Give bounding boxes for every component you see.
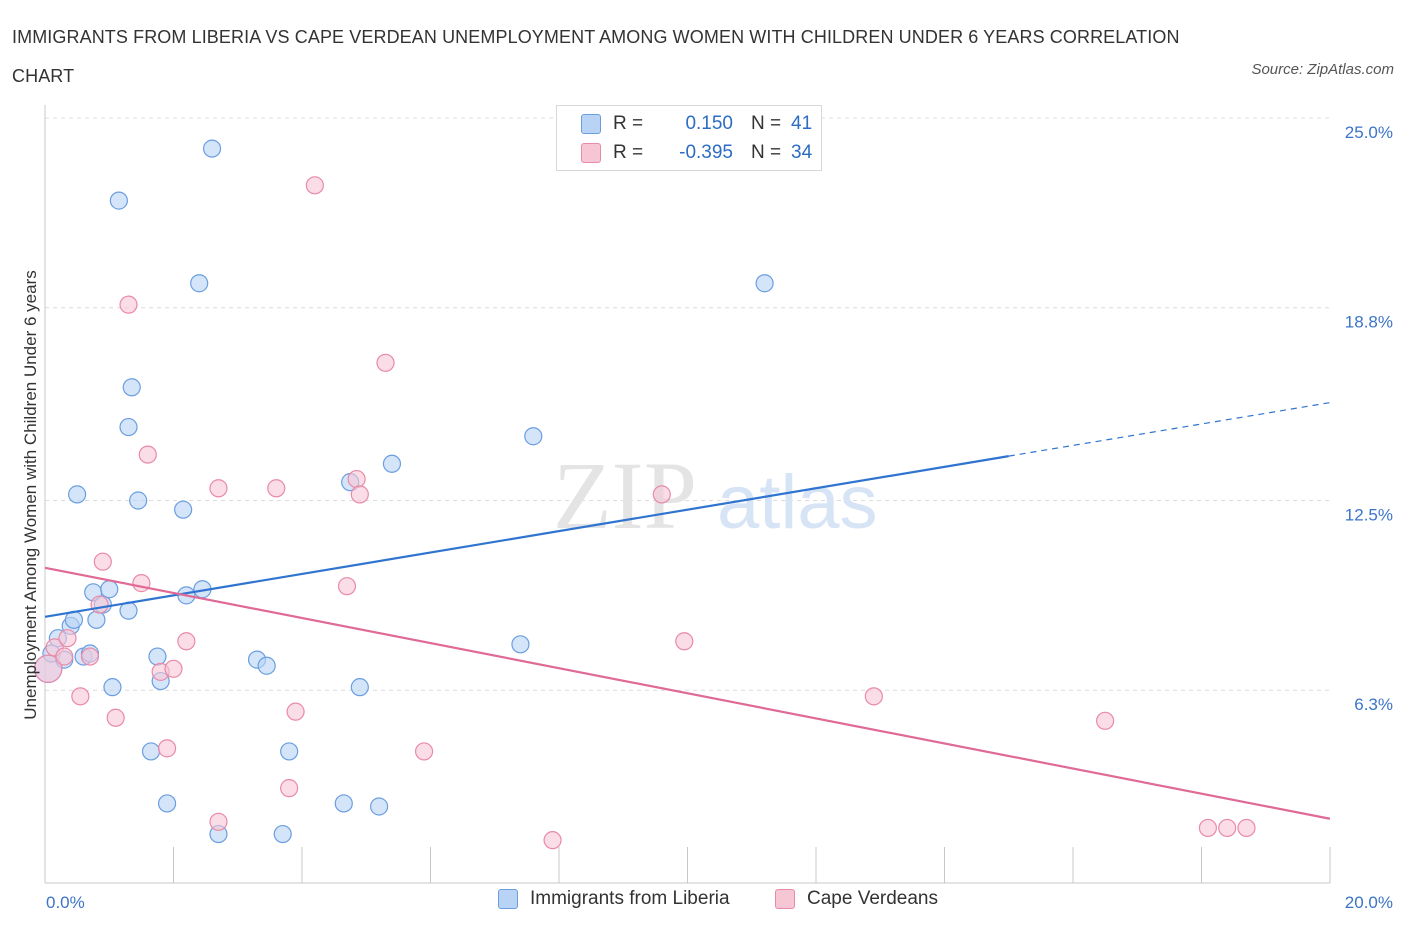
cape-verdean-point — [209, 812, 228, 831]
liberia-point — [524, 427, 543, 446]
legend-row-liberia: R = 0.150 N = 41 — [581, 111, 812, 137]
cape-verdean-point — [337, 577, 357, 596]
cape-verdean-point — [280, 779, 299, 798]
legend-row-cape-verdeans: R = -0.395 N = 34 — [581, 140, 812, 166]
liberia-trend-extension — [1008, 401, 1331, 457]
cape-verdean-point — [138, 445, 157, 464]
cape-verdean-point — [286, 702, 305, 721]
legend-r-label: R = — [613, 113, 644, 134]
series-legend-liberia[interactable]: Immigrants from Liberia — [498, 888, 730, 910]
watermark-atlas: atlas — [717, 460, 878, 545]
series-legend: Immigrants from Liberia Cape Verdeans — [0, 888, 1406, 916]
series-swatch-blue — [498, 889, 518, 909]
legend-n-value: 41 — [791, 113, 813, 134]
cape-verdean-point — [675, 632, 694, 651]
cape-verdean-point — [543, 831, 562, 850]
cape-verdean-point — [305, 176, 324, 195]
legend-n-label: N = — [751, 142, 782, 163]
axes — [44, 105, 1331, 884]
legend-r-value: 0.150 — [685, 113, 733, 134]
liberia-point — [334, 794, 353, 813]
cape-verdean-point — [106, 708, 125, 727]
liberia-point — [511, 635, 530, 654]
liberia-point — [370, 797, 389, 816]
cape-verdean-point — [1096, 711, 1115, 730]
y-tick-label: 18.8% — [1345, 313, 1393, 332]
cape-verdean-point — [347, 469, 366, 489]
legend-r-label: R = — [613, 142, 644, 163]
liberia-point — [202, 139, 222, 158]
series-label-liberia: Immigrants from Liberia — [530, 888, 730, 909]
liberia-point — [119, 417, 138, 437]
watermark: ZIP atlas — [553, 442, 878, 549]
cape-verdean-point — [414, 742, 434, 761]
cape-verdean-trend-line — [44, 566, 1331, 820]
liberia-point — [280, 742, 299, 761]
y-tick-label: 25.0% — [1345, 123, 1393, 142]
series-label-cape-verdeans: Cape Verdeans — [807, 888, 938, 909]
watermark-zip: ZIP — [553, 442, 697, 549]
liberia-point — [382, 454, 402, 473]
x-tick-label: 20.0% — [1345, 893, 1393, 912]
cape-verdean-point — [55, 647, 74, 666]
chart-title: IMMIGRANTS FROM LIBERIA VS CAPE VERDEAN … — [12, 27, 1180, 86]
liberia-point — [103, 678, 122, 697]
cape-verdean-point — [90, 595, 109, 614]
legend-r-value: -0.395 — [679, 142, 733, 163]
y-axis-label: Unemployment Among Women with Children U… — [21, 270, 40, 719]
liberia-point — [350, 678, 369, 697]
liberia-point — [174, 500, 193, 519]
cape-verdean-point — [1237, 818, 1256, 838]
source-label: Source: ZipAtlas.com — [1251, 61, 1394, 78]
liberia-point — [273, 824, 292, 844]
liberia-trend-line — [44, 455, 1009, 618]
cape-verdean-point — [80, 647, 100, 666]
legend-swatch-pink — [581, 143, 601, 163]
cape-verdean-point — [93, 552, 112, 571]
liberia-point — [157, 794, 177, 813]
legend-n-label: N = — [751, 113, 782, 134]
cape-verdean-point — [1198, 818, 1218, 838]
liberia-point — [755, 274, 774, 293]
cape-verdean-point — [864, 687, 883, 706]
cape-verdean-point — [350, 485, 369, 504]
x-tick-label: 0.0% — [46, 893, 85, 912]
trend-lines — [44, 401, 1331, 820]
y-tick-label: 6.3% — [1354, 695, 1393, 714]
legend-n-value: 34 — [791, 142, 813, 163]
liberia-point — [109, 191, 128, 210]
y-tick-label: 12.5% — [1345, 506, 1393, 525]
liberia-point — [148, 647, 167, 666]
tick-labels: 6.3% 12.5% 18.8% 25.0% 0.0% 20.0% — [46, 123, 1393, 912]
liberia-point — [122, 378, 141, 397]
cape-verdean-point — [209, 479, 228, 498]
cape-verdean-point — [71, 687, 90, 706]
series-swatch-pink — [775, 889, 795, 909]
cape-verdean-point — [177, 632, 196, 651]
data-points — [34, 139, 1256, 850]
liberia-point — [190, 274, 209, 293]
cape-verdean-point — [119, 295, 138, 314]
liberia-point — [141, 742, 161, 761]
cape-verdean-point — [376, 353, 395, 372]
cape-verdean-point — [58, 629, 77, 648]
cape-verdean-point — [1218, 818, 1237, 838]
liberia-point — [129, 491, 148, 510]
liberia-point — [257, 656, 276, 675]
correlation-legend: R = 0.150 N = 41 R = -0.395 N = 34 — [556, 105, 822, 171]
liberia-point — [68, 485, 87, 504]
cape-verdean-point — [164, 659, 183, 678]
legend-swatch-blue — [581, 114, 601, 134]
cape-verdean-point — [34, 654, 63, 684]
cape-verdean-point — [652, 485, 671, 504]
liberia-point — [87, 610, 106, 629]
cape-verdean-point — [267, 479, 286, 498]
series-legend-cape-verdeans[interactable]: Cape Verdeans — [775, 888, 938, 910]
cape-verdean-point — [132, 574, 151, 593]
cape-verdean-point — [157, 739, 177, 758]
liberia-point — [100, 580, 119, 599]
